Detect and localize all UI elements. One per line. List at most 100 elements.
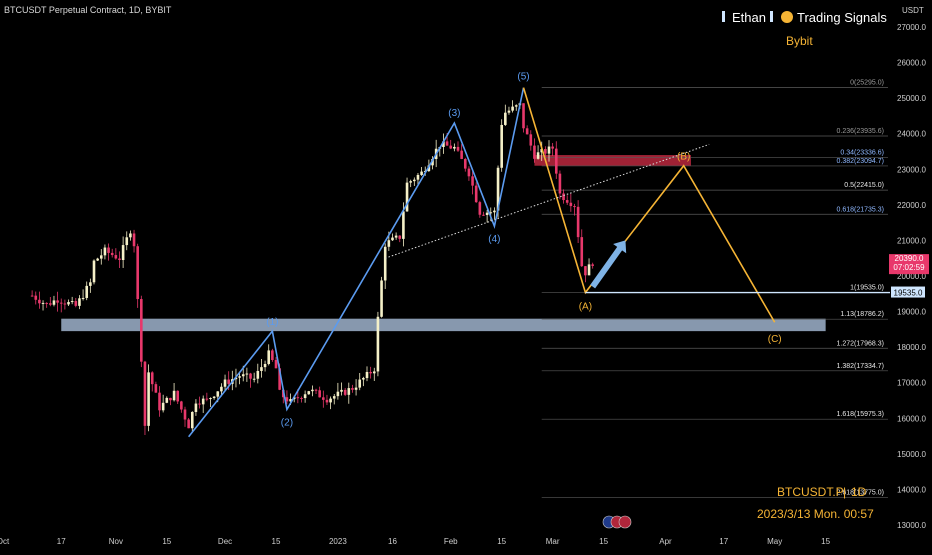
candle-body xyxy=(413,179,416,182)
x-tick-label: Dec xyxy=(218,537,232,546)
fib-level-label: 0.5(22415.0) xyxy=(844,182,884,189)
candle-body xyxy=(143,361,147,426)
y-tick-label: 27000.0 xyxy=(897,23,926,32)
candle-body xyxy=(63,303,67,305)
candle-body xyxy=(347,388,351,395)
candle-body xyxy=(114,255,118,259)
candle-body xyxy=(209,398,212,400)
candle-body xyxy=(544,149,547,154)
candle-body xyxy=(514,105,518,107)
candle-body xyxy=(311,389,314,392)
x-tick-label: 15 xyxy=(162,537,171,546)
candle-body xyxy=(365,371,369,379)
candle-body xyxy=(551,146,554,149)
candle-body xyxy=(140,299,143,362)
candle-body xyxy=(176,390,180,402)
candle-body xyxy=(354,387,358,390)
brand-bar-left-icon xyxy=(722,11,725,22)
brand-bar-right-icon xyxy=(770,11,773,22)
candle-body xyxy=(325,399,329,403)
candle-body xyxy=(511,106,514,111)
candle-body xyxy=(416,174,420,180)
footer-ticker: BTCUSDT.P xyxy=(777,485,844,499)
fib-level-label: 1.13(18786.2) xyxy=(840,311,884,318)
x-tick-label: May xyxy=(767,537,782,546)
candle-body xyxy=(220,386,223,392)
candle-body xyxy=(81,297,85,299)
fib-level-label: 1.382(17334.7) xyxy=(837,363,884,370)
candle-body xyxy=(118,258,121,261)
currency-label: USDT xyxy=(902,6,924,15)
y-tick-label: 18000.0 xyxy=(897,343,926,352)
candle-body xyxy=(136,246,139,300)
candle-body xyxy=(121,245,125,261)
zones-layer xyxy=(61,155,826,332)
x-tick-label: 15 xyxy=(599,537,608,546)
candle-body xyxy=(125,237,129,246)
candle-body xyxy=(216,391,220,397)
candle-body xyxy=(380,280,383,317)
y-tick-label: 26000.0 xyxy=(897,59,926,68)
correction-wave-line xyxy=(522,87,776,323)
candle-body xyxy=(147,372,150,426)
candle-body xyxy=(369,371,372,374)
candle-body xyxy=(70,301,74,303)
candle-body xyxy=(394,235,398,238)
candle-body xyxy=(274,359,278,369)
candle-body xyxy=(150,372,154,385)
candle-body xyxy=(183,409,187,420)
candle-body xyxy=(34,295,38,300)
trendline xyxy=(385,143,710,259)
fib-level-label: 1(19535.0) xyxy=(850,285,884,292)
candle-body xyxy=(227,379,230,384)
x-tick-label: Nov xyxy=(109,537,123,546)
x-tick-label: 16 xyxy=(388,537,397,546)
candle-body xyxy=(300,397,303,399)
candle-body xyxy=(358,379,362,388)
support-zone xyxy=(61,318,826,332)
candle-body xyxy=(569,202,573,207)
economic-events-icon[interactable] xyxy=(602,515,632,529)
candle-body xyxy=(190,411,194,429)
y-tick-label: 25000.0 xyxy=(897,94,926,103)
candle-body xyxy=(336,391,340,397)
candle-body xyxy=(493,210,496,213)
candle-body xyxy=(478,202,482,215)
footer-separator: | xyxy=(843,485,846,499)
candle-body xyxy=(340,389,343,392)
exchange-label: Bybit xyxy=(786,34,813,48)
candle-body xyxy=(223,379,227,387)
candle-body xyxy=(314,389,318,391)
candle-body xyxy=(463,158,467,169)
overlay-layer xyxy=(385,143,890,294)
candle-body xyxy=(391,237,394,241)
candle-body xyxy=(194,403,198,412)
candle-body xyxy=(525,128,529,135)
candle-body xyxy=(442,141,445,147)
fib-level-label: 0.34(23336.6) xyxy=(840,149,884,156)
last-price-label: 20390.0 07:02:59 xyxy=(889,254,929,275)
candle-body xyxy=(303,394,307,399)
y-axis: 13000.0 14000.0 15000.0 16000.0 17000.0 18000… xyxy=(897,23,926,530)
footer-timeframe: 1D xyxy=(851,485,867,499)
candle-body xyxy=(256,370,260,379)
candle-body xyxy=(456,146,460,151)
fibonacci-layer: 0(25295.0) 0.236(23935.6) 0.34(23336.6) 0.3… xyxy=(541,80,888,498)
candle-body xyxy=(289,399,292,402)
candle-body xyxy=(322,397,325,400)
candle-body xyxy=(536,152,540,159)
wave-label-2: (2) xyxy=(281,417,293,428)
candle-body xyxy=(383,246,387,281)
candle-body xyxy=(427,165,431,172)
candle-body xyxy=(110,252,114,256)
x-tick-label: 17 xyxy=(57,537,66,546)
candle-body xyxy=(343,389,347,395)
fib-level-label: 0(25295.0) xyxy=(850,80,884,87)
last-price-countdown: 07:02:59 xyxy=(893,263,925,272)
level-price-label: 19535.0 xyxy=(891,286,925,298)
last-price-value: 20390.0 xyxy=(895,254,924,263)
candle-body xyxy=(89,282,92,286)
candle-body xyxy=(547,146,551,154)
